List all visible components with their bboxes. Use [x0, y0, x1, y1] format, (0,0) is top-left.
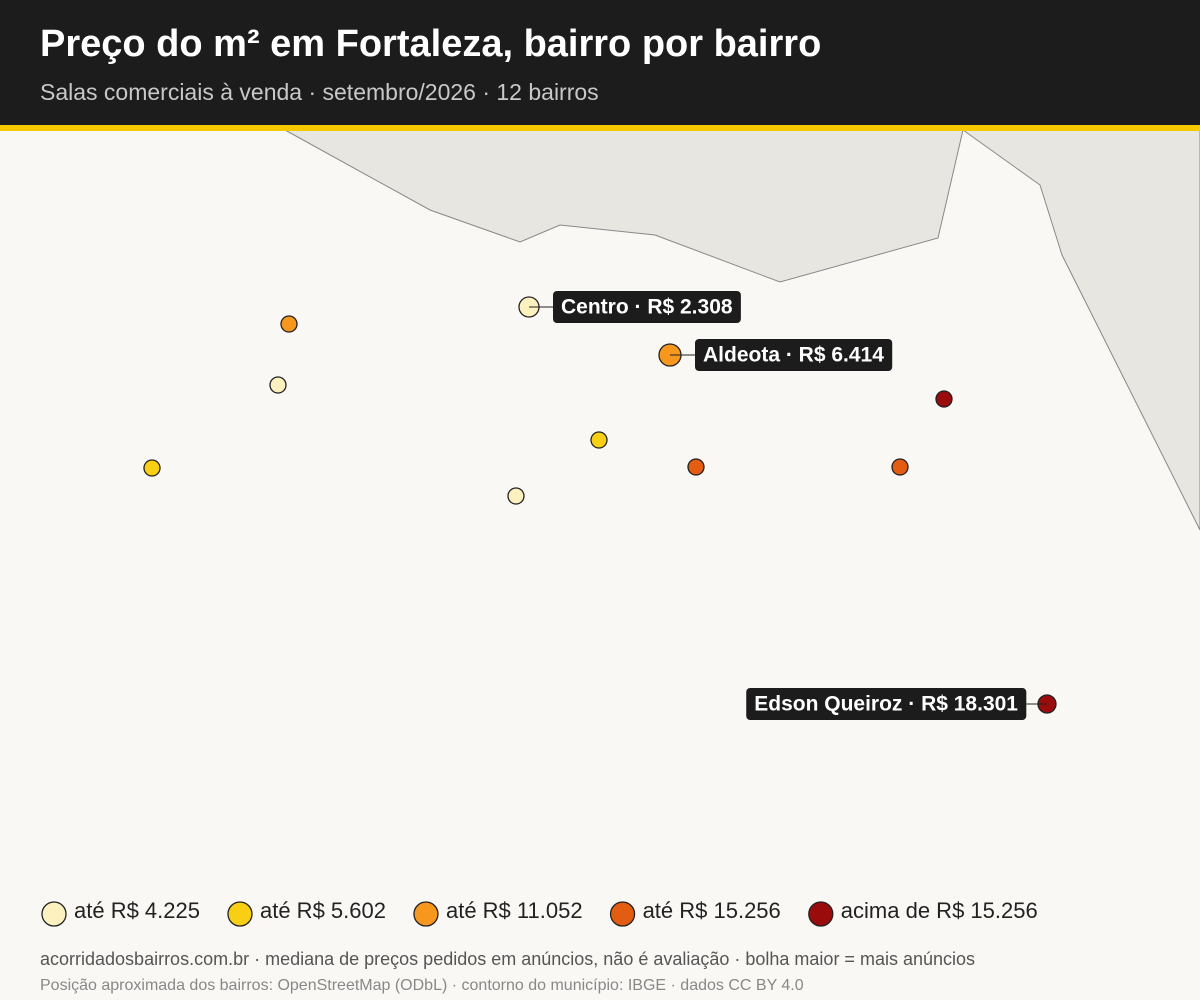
label-box [695, 339, 893, 371]
neighborhood-marker [891, 458, 909, 476]
neighborhood-marker [590, 431, 608, 449]
legend-swatch [413, 901, 439, 927]
label-box [553, 291, 741, 323]
marker-label: Centro · R$ 2.308 [529, 291, 741, 323]
marker-label: Aldeota · R$ 6.414 [670, 339, 893, 371]
neighborhood-marker [935, 390, 953, 408]
legend-label: até R$ 5.602 [260, 898, 386, 923]
neighborhood-marker [280, 315, 298, 333]
legend-swatch [41, 901, 67, 927]
label-text: Edson Queiroz · R$ 18.301 [754, 693, 1018, 716]
neighborhood-marker [143, 459, 161, 477]
label-text: Aldeota · R$ 6.414 [703, 344, 884, 367]
subtitle: Salas comerciais à venda · setembro/2026… [40, 79, 599, 105]
neighborhood-marker [507, 487, 525, 505]
marker-label: Edson Queiroz · R$ 18.301 [746, 688, 1047, 720]
header [0, 0, 1200, 125]
legend-label: acima de R$ 15.256 [841, 898, 1038, 923]
neighbor-area [284, 129, 964, 283]
legend-swatch [227, 901, 253, 927]
neighborhood-marker [269, 376, 287, 394]
legend-swatch [609, 901, 636, 927]
legend-label: até R$ 11.052 [446, 898, 583, 923]
neighborhood-marker [687, 458, 705, 476]
title: Preço do m² em Fortaleza, bairro por bai… [40, 23, 821, 65]
legend-label: até R$ 15.256 [643, 898, 781, 923]
label-box [746, 688, 1027, 720]
label-text: Centro · R$ 2.308 [561, 296, 733, 319]
legend-swatch [808, 901, 834, 927]
footer-credits: Posição aproximada dos bairros: OpenStre… [40, 977, 804, 994]
legend-label: até R$ 4.225 [74, 898, 200, 923]
header-stripe [0, 125, 1200, 131]
footer-note: acorridadosbairros.com.br · mediana de p… [40, 949, 975, 969]
